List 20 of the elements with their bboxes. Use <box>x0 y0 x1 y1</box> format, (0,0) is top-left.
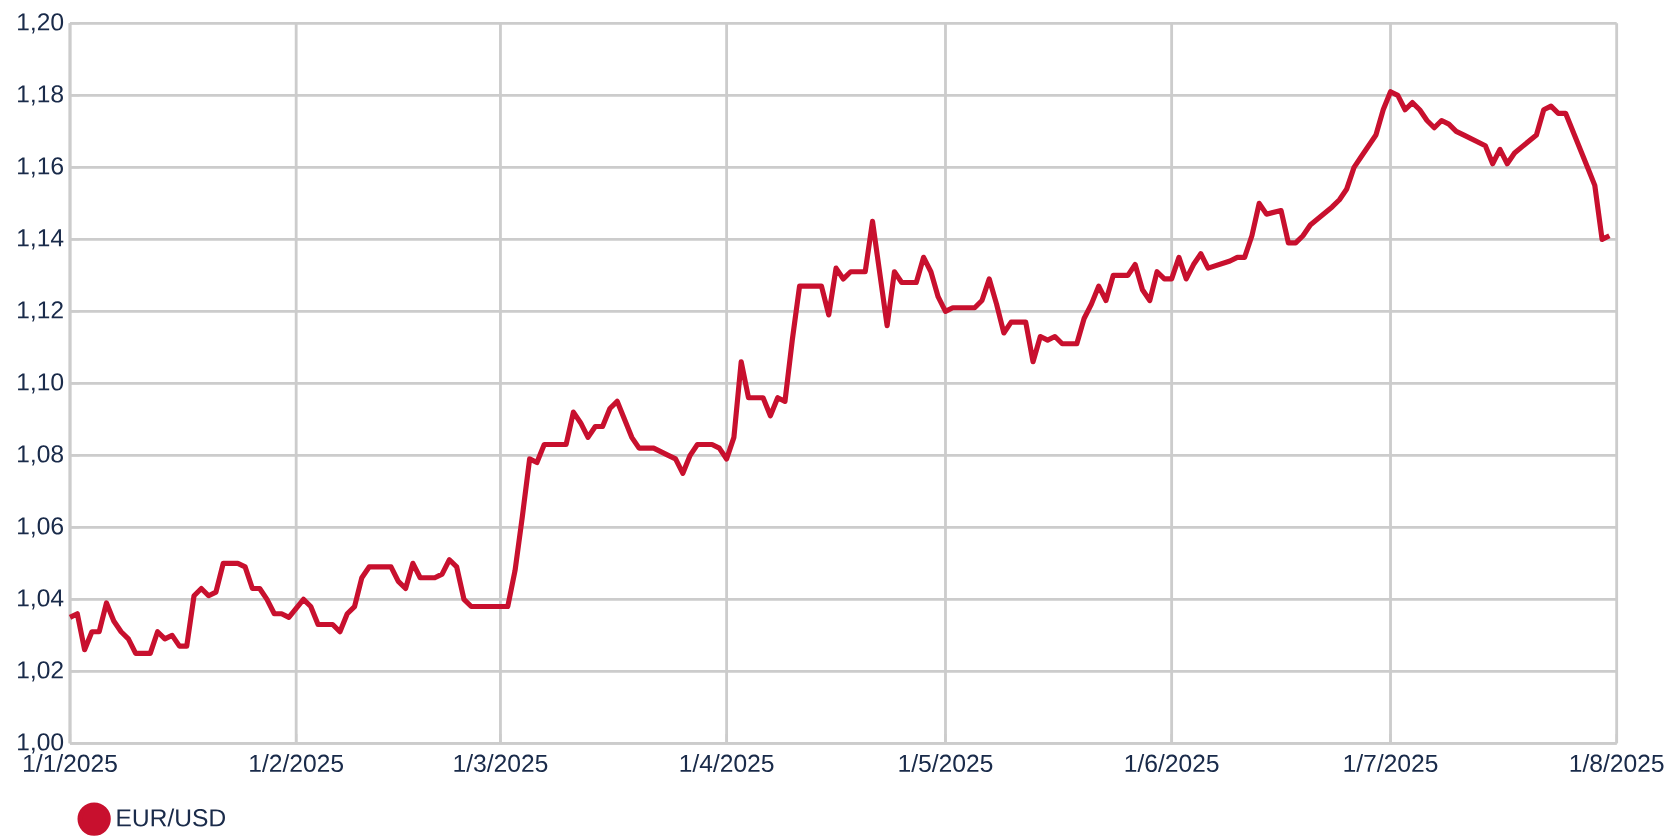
y-tick-label: 1,06 <box>18 517 63 538</box>
y-tick-label: 1,18 <box>18 85 63 106</box>
y-tick-label: 1,00 <box>18 733 64 754</box>
x-tick-label: 1/7/2025 <box>1344 753 1438 773</box>
y-tick-label: 1,02 <box>18 661 63 682</box>
y-tick-label: 1,04 <box>18 589 64 610</box>
x-tick-label: 1/3/2025 <box>454 753 548 773</box>
legend-label: EUR/USD <box>117 808 225 827</box>
x-tick-label: 1/1/2025 <box>24 753 117 773</box>
y-tick-label: 1,10 <box>18 373 64 394</box>
x-tick-label: 1/6/2025 <box>1125 753 1219 773</box>
y-tick-label: 1,12 <box>18 301 63 322</box>
x-tick-label: 1/2/2025 <box>250 753 343 773</box>
y-tick-label: 1,20 <box>18 13 64 34</box>
x-tick-label: 1/8/2025 <box>1570 753 1664 773</box>
x-tick-label: 1/5/2025 <box>899 753 993 773</box>
x-tick-label: 1/4/2025 <box>680 753 774 773</box>
y-tick-label: 1,16 <box>18 157 63 178</box>
y-tick-label: 1,08 <box>18 445 63 466</box>
y-tick-label: 1,14 <box>18 229 64 250</box>
